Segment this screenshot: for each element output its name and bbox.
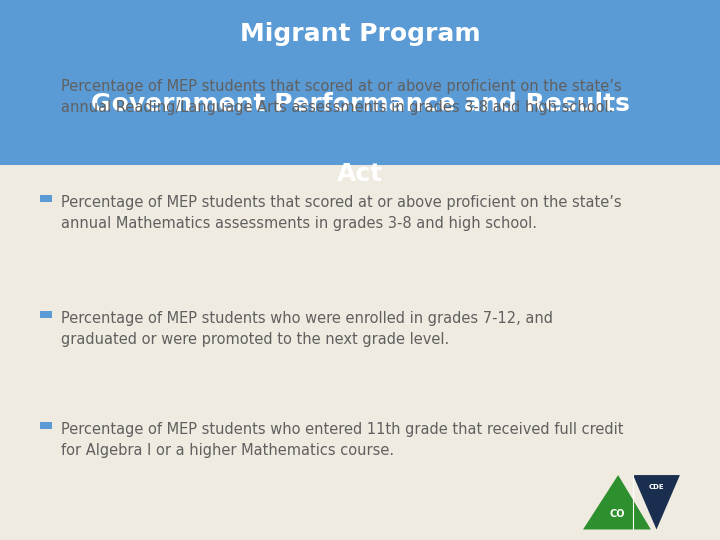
Text: Act: Act [337,162,383,186]
Text: Percentage of MEP students that scored at or above proficient on the state’s
ann: Percentage of MEP students that scored a… [61,79,622,115]
Text: Percentage of MEP students who entered 11th grade that received full credit
for : Percentage of MEP students who entered 1… [61,422,624,458]
FancyBboxPatch shape [40,312,52,318]
Text: CDE: CDE [649,484,665,490]
Text: CO: CO [609,509,625,519]
Text: Migrant Program: Migrant Program [240,22,480,45]
Text: Percentage of MEP students who were enrolled in grades 7-12, and
graduated or we: Percentage of MEP students who were enro… [61,312,553,347]
FancyBboxPatch shape [0,0,720,165]
Polygon shape [633,475,680,529]
FancyBboxPatch shape [40,422,52,429]
FancyBboxPatch shape [40,195,52,202]
Text: Government Performance and Results: Government Performance and Results [91,92,629,116]
FancyBboxPatch shape [40,79,52,86]
Text: Percentage of MEP students that scored at or above proficient on the state’s
ann: Percentage of MEP students that scored a… [61,195,622,231]
Polygon shape [583,475,651,529]
